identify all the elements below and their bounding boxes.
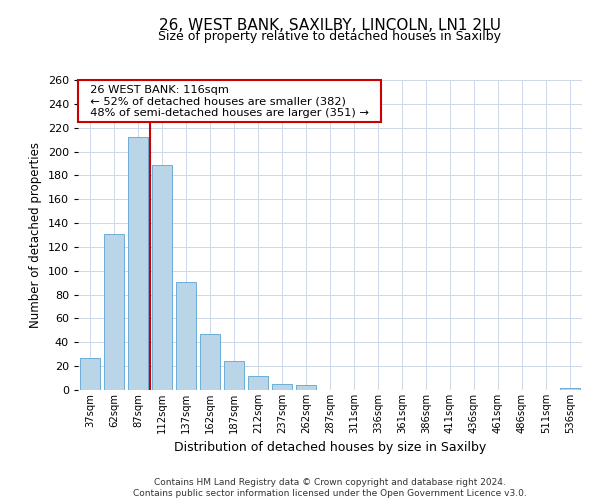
Bar	[296, 385, 316, 390]
X-axis label: Distribution of detached houses by size in Saxilby: Distribution of detached houses by size …	[174, 442, 486, 454]
Bar	[176, 282, 196, 390]
Bar	[560, 388, 580, 390]
Bar	[128, 137, 148, 390]
Bar	[80, 358, 100, 390]
Bar	[272, 384, 292, 390]
Bar	[248, 376, 268, 390]
Text: 26, WEST BANK, SAXILBY, LINCOLN, LN1 2LU: 26, WEST BANK, SAXILBY, LINCOLN, LN1 2LU	[159, 18, 501, 32]
Y-axis label: Number of detached properties: Number of detached properties	[29, 142, 42, 328]
Text: Size of property relative to detached houses in Saxilby: Size of property relative to detached ho…	[158, 30, 502, 43]
Bar	[224, 362, 244, 390]
Bar	[152, 164, 172, 390]
Text: Contains HM Land Registry data © Crown copyright and database right 2024.
Contai: Contains HM Land Registry data © Crown c…	[133, 478, 527, 498]
Text: 26 WEST BANK: 116sqm
  ← 52% of detached houses are smaller (382)
  48% of semi-: 26 WEST BANK: 116sqm ← 52% of detached h…	[83, 84, 376, 118]
Bar	[104, 234, 124, 390]
Bar	[200, 334, 220, 390]
